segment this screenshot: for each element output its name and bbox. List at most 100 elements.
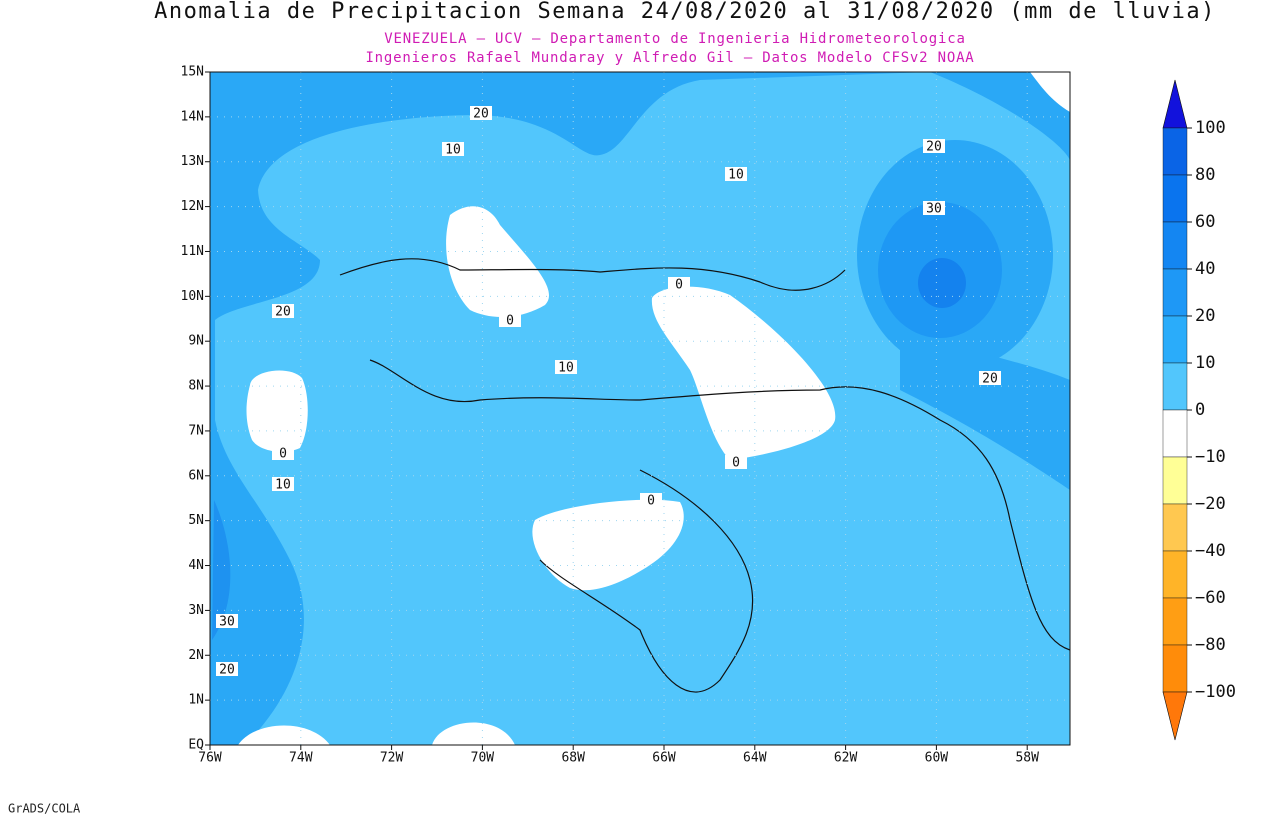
contour-label-box: [442, 142, 464, 156]
lon-label: 72W: [380, 751, 404, 766]
colorbar-segment: [1162, 127, 1188, 176]
colorbar-segment: [1162, 362, 1188, 411]
colorbar-segment: [1162, 174, 1188, 223]
contour-label: 10: [728, 168, 744, 183]
contour-label-box: [216, 614, 238, 628]
subtitle: Ingenieros Rafael Mundaray y Alfredo Gil…: [365, 50, 974, 66]
contour-fields: [210, 72, 1070, 745]
field-0: [246, 370, 308, 452]
footer: GrADS/COLA: [8, 802, 81, 816]
colorbar-label: 10: [1195, 353, 1215, 373]
colorbar-segment: [1162, 597, 1188, 646]
contour-label: 10: [558, 361, 574, 376]
colorbar-arrow: [1162, 691, 1188, 741]
lat-label: 9N: [188, 334, 204, 349]
grid: [205, 71, 1070, 750]
colorbar-arrow: [1162, 79, 1188, 129]
contour-label: 10: [445, 143, 461, 158]
lon-label: 62W: [834, 751, 858, 766]
contour-label-box: [640, 493, 662, 507]
colorbar-segment: [1162, 315, 1188, 364]
lon-label: 68W: [561, 751, 585, 766]
colorbar-label: 100: [1195, 118, 1226, 138]
colorbar-segment: [1162, 409, 1188, 458]
field-0: [446, 206, 549, 317]
lat-label: 11N: [181, 244, 204, 259]
contour-label: 20: [275, 305, 291, 320]
colorbar-label: 40: [1195, 259, 1215, 279]
colorbar-label: 20: [1195, 306, 1215, 326]
lon-label: 76W: [198, 751, 222, 766]
subtitle: VENEZUELA – UCV – Departamento de Ingeni…: [384, 31, 965, 47]
contour-label-box: [979, 371, 1001, 385]
colorbar-segment: [1162, 644, 1188, 693]
lon-label: 60W: [925, 751, 949, 766]
contour-label-box: [923, 201, 945, 215]
lon-label: 66W: [652, 751, 676, 766]
colorbar-label: 80: [1195, 165, 1215, 185]
contour-label: 0: [506, 314, 514, 329]
lat-label: 15N: [181, 65, 204, 80]
contour-label-box: [272, 446, 294, 460]
colorbar-label: −20: [1195, 494, 1226, 514]
contour-label-box: [470, 106, 492, 120]
lon-label: 70W: [471, 751, 495, 766]
contour-label-box: [725, 167, 747, 181]
lon-label: 64W: [743, 751, 767, 766]
colorbar-segment: [1162, 221, 1188, 270]
lat-label: 4N: [188, 558, 204, 573]
colorbar-segment: [1162, 550, 1188, 599]
lon-label: 74W: [289, 751, 313, 766]
lat-label: 7N: [188, 423, 204, 438]
contour-label: 30: [926, 202, 942, 217]
lat-label: 1N: [188, 693, 204, 708]
lat-label: EQ: [188, 738, 204, 753]
lat-label: 12N: [181, 199, 204, 214]
colorbar-label: −60: [1195, 588, 1226, 608]
lat-label: 14N: [181, 109, 204, 124]
contour-label-box: [499, 313, 521, 327]
colorbar-segment: [1162, 456, 1188, 505]
colorbar-label: −100: [1195, 682, 1236, 702]
contour-label-box: [272, 477, 294, 491]
field-0: [651, 286, 836, 460]
lat-label: 10N: [181, 289, 204, 304]
contour-label-box: [216, 662, 238, 676]
field-30: [212, 500, 231, 640]
contour-label: 20: [926, 140, 942, 155]
field-10: [215, 72, 1070, 745]
field-0: [1030, 72, 1070, 112]
colorbar-segment: [1162, 268, 1188, 317]
colorbar-label: −10: [1195, 447, 1226, 467]
colorbar-label: 60: [1195, 212, 1215, 232]
plot-frame: [209, 71, 1071, 746]
contour-label-box: [668, 277, 690, 291]
contour-label: 20: [219, 663, 235, 678]
colorbar-label: −80: [1195, 635, 1226, 655]
field-40: [918, 258, 966, 308]
contour-label: 20: [982, 372, 998, 387]
lat-label: 3N: [188, 603, 204, 618]
contour-label-box: [923, 139, 945, 153]
lat-label: 13N: [181, 154, 204, 169]
lat-label: 5N: [188, 513, 204, 528]
contour-label: 0: [732, 456, 740, 471]
boundary-line: [339, 258, 1070, 693]
lon-label: 58W: [1015, 751, 1039, 766]
contour-label: 20: [473, 107, 489, 122]
contour-label: 10: [275, 478, 291, 493]
field-0: [532, 499, 684, 591]
lat-label: 2N: [188, 648, 204, 663]
colorbar-label: 0: [1195, 400, 1205, 420]
contour-label: 30: [219, 615, 235, 630]
colorbar-segment: [1162, 503, 1188, 552]
title: Anomalia de Precipitacion Semana 24/08/2…: [154, 0, 1216, 24]
contour-label-box: [555, 360, 577, 374]
lat-label: 6N: [188, 468, 204, 483]
colorbar-label: −40: [1195, 541, 1226, 561]
contour-label: 0: [279, 447, 287, 462]
contour-label-box: [272, 304, 294, 318]
field-0: [238, 725, 330, 745]
field-0: [432, 722, 515, 745]
